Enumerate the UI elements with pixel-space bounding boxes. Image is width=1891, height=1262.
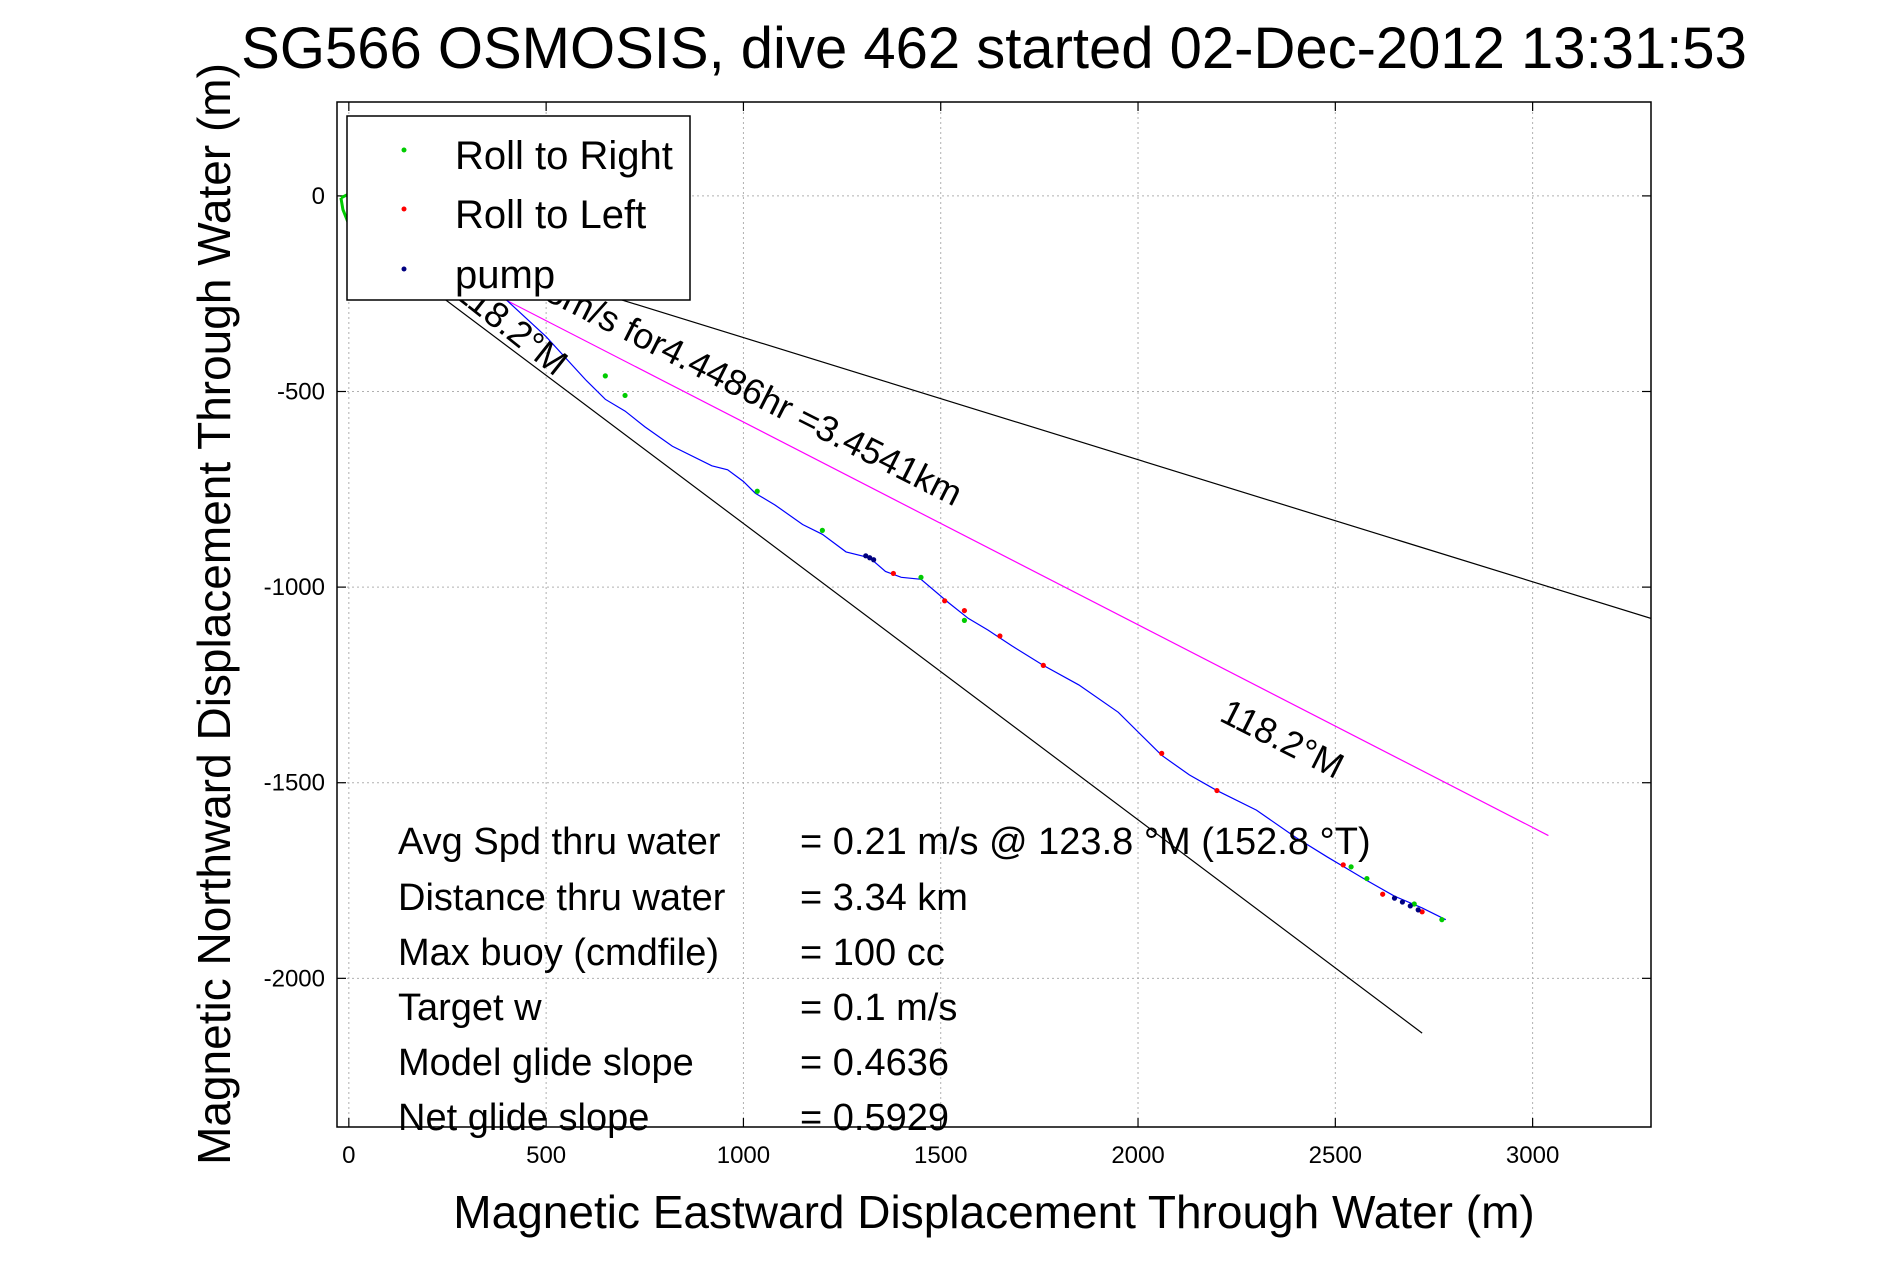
x-tick-label-3: 1500 <box>914 1142 967 1169</box>
legend-roll-left-marker <box>401 206 407 212</box>
roll-left-point <box>1040 662 1046 668</box>
roll-markers <box>602 373 1445 923</box>
chart-title: SG566 OSMOSIS, dive 462 started 02-Dec-2… <box>241 16 1747 81</box>
heading-line-1 <box>348 226 1423 1034</box>
y-tick-label-2: -1000 <box>264 574 325 601</box>
x-axis-label: Magnetic Eastward Displacement Through W… <box>453 1186 1534 1238</box>
roll-right-point <box>1364 875 1370 882</box>
stat-value-net-glide: = 0.5929 <box>800 1097 949 1139</box>
roll-left-point <box>961 607 968 614</box>
stat-value-distance: = 3.34 km <box>800 877 968 919</box>
y-tick-label-0: 0 <box>312 183 325 210</box>
roll-left-point <box>1419 909 1425 915</box>
stat-label-speed: Avg Spd thru water <box>398 821 721 863</box>
pump-point <box>863 553 869 559</box>
roll-right-point <box>602 373 608 379</box>
stat-value-speed: = 0.21 m/s @ 123.8 °M (152.8 °T) <box>800 821 1371 863</box>
roll-right-point <box>622 392 628 399</box>
x-tick-label-2: 1000 <box>717 1142 770 1169</box>
pump-point <box>867 555 873 561</box>
legend-pump-label: pump <box>455 253 555 297</box>
roll-right-point <box>918 574 924 580</box>
x-tick-label-1: 500 <box>526 1142 566 1169</box>
stat-value-target-w: = 0.1 m/s <box>800 987 957 1029</box>
stat-label-distance: Distance thru water <box>398 877 726 919</box>
roll-right-point <box>1348 864 1354 870</box>
x-tick-label-4: 2000 <box>1111 1142 1164 1169</box>
roll-right-point <box>819 527 825 533</box>
pump-point <box>1399 899 1406 905</box>
pump-point <box>871 557 877 563</box>
roll-left-point <box>1159 750 1165 756</box>
y-tick-label-1: -500 <box>277 379 325 406</box>
stat-label-target-w: Target w <box>398 987 542 1029</box>
stat-label-net-glide: Net glide slope <box>398 1097 649 1139</box>
x-axis: 0 500 1000 1500 2000 2500 3000 <box>342 102 1559 1169</box>
pump-point <box>1407 903 1413 909</box>
legend-roll-left-label: Roll to Left <box>455 193 646 237</box>
roll-right-point <box>1439 917 1445 923</box>
x-tick-label-0: 0 <box>342 1142 355 1169</box>
x-tick-label-6: 3000 <box>1506 1142 1559 1169</box>
x-tick-label-5: 2500 <box>1309 1142 1362 1169</box>
plot-frame <box>336 101 1652 1128</box>
y-tick-label-4: -2000 <box>264 965 325 992</box>
roll-left-point <box>1214 787 1220 794</box>
y-tick-label-3: -1500 <box>264 770 325 797</box>
roll-right-point <box>961 617 968 623</box>
heading-line-2 <box>348 218 1549 837</box>
stat-value-max-buoy: = 100 cc <box>800 932 945 974</box>
stat-label-model-glide: Model glide slope <box>398 1042 694 1084</box>
roll-left-point <box>1340 862 1346 868</box>
pump-point <box>1391 895 1398 901</box>
stats-block: Avg Spd thru water = 0.21 m/s @ 123.8 °M… <box>398 821 1371 1139</box>
roll-left-point <box>997 633 1003 639</box>
roll-left-point <box>1380 891 1386 897</box>
legend-roll-right-marker <box>401 147 407 153</box>
y-axis: 0 -500 -1000 -1500 -2000 <box>264 183 1651 992</box>
roll-left-point <box>942 598 948 604</box>
pump-point <box>1415 907 1421 913</box>
roll-right-point <box>754 488 760 494</box>
legend: Roll to Right Roll to Left pump <box>346 115 691 301</box>
roll-right-point <box>1411 901 1417 907</box>
stat-value-model-glide: = 0.4636 <box>800 1042 949 1084</box>
legend-roll-right-label: Roll to Right <box>455 134 673 178</box>
y-axis-label: Magnetic Northward Displacement Through … <box>188 63 240 1165</box>
legend-pump-marker <box>401 266 407 272</box>
roll-left-point <box>890 570 896 577</box>
stat-label-max-buoy: Max buoy (cmdfile) <box>398 932 719 974</box>
